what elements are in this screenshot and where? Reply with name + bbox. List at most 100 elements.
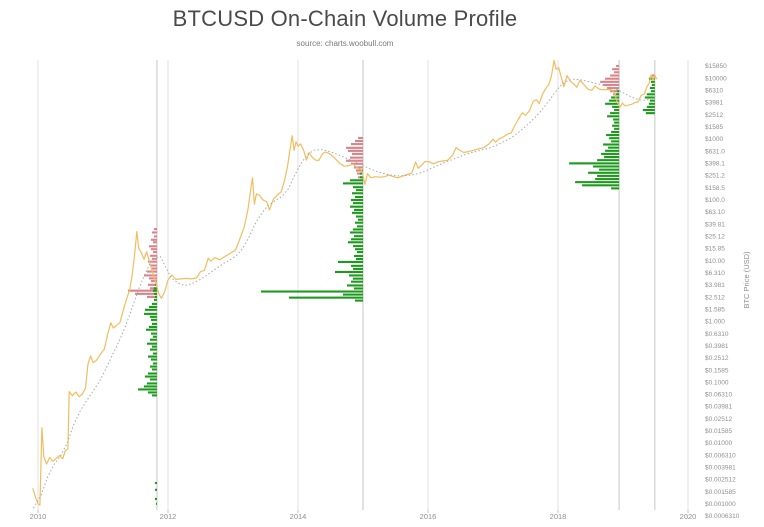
buy-volume-bar [144, 375, 157, 378]
y-tick-label: $0.002512 [705, 477, 736, 484]
sell-volume-bar [616, 64, 620, 68]
sell-volume-bar [356, 169, 363, 172]
buy-volume-bar [151, 368, 157, 371]
buy-volume-bar [150, 318, 157, 321]
y-tick-label: $1.000 [705, 319, 725, 326]
buy-volume-bar [611, 187, 620, 190]
buy-volume-bar [575, 181, 620, 184]
sell-volume-bar [127, 289, 157, 292]
y-tick-label: $0.003981 [705, 465, 736, 472]
buy-volume-bar [642, 108, 655, 112]
y-tick-label: $100.0 [705, 197, 725, 204]
y-tick-label: $398.1 [705, 160, 725, 167]
sell-volume-bar [352, 152, 363, 155]
buy-volume-bar [582, 184, 620, 187]
x-tick-label: 2012 [160, 512, 177, 521]
buy-volume-bar [616, 93, 620, 96]
y-tick-label: $1.585 [705, 306, 725, 313]
y-tick-label: $15850 [705, 63, 727, 70]
buy-volume-bar [649, 99, 655, 102]
buy-volume-bar [588, 171, 620, 174]
buy-volume-bar [148, 305, 157, 308]
sell-volume-bar [612, 68, 620, 71]
buy-volume-bar [604, 156, 620, 159]
sell-volume-bar [610, 74, 620, 77]
sell-volume-bar [651, 74, 655, 77]
buy-volume-bar [154, 497, 157, 501]
buy-volume-bar [595, 178, 620, 181]
y-tick-label: $10000 [705, 75, 727, 82]
buy-volume-bar [145, 328, 157, 331]
sell-volume-bar [354, 166, 363, 169]
buy-volume-bar [353, 186, 363, 189]
sell-volume-bar [153, 235, 157, 238]
buy-volume-bar [613, 118, 620, 121]
buy-volume-bar [605, 149, 620, 152]
y-tick-label: $251.2 [705, 173, 725, 180]
chart-header: BTCUSD On-Chain Volume Profile source: c… [0, 6, 690, 48]
y-tick-label: $0.03981 [705, 404, 732, 411]
buy-volume-bar [605, 102, 620, 105]
sell-volume-bar [134, 292, 157, 295]
y-tick-label: $0.02512 [705, 416, 732, 423]
buy-volume-bar [355, 221, 363, 224]
y-tick-label: $0.3981 [705, 343, 729, 350]
buy-volume-bar [154, 488, 157, 491]
sell-volume-bar [148, 245, 157, 248]
buy-volume-bar [343, 293, 363, 296]
buy-volume-bar [149, 315, 157, 318]
sell-volume-bar [150, 280, 157, 283]
sell-volume-bar [151, 231, 157, 234]
gridlines [37, 60, 689, 513]
y-tick-label: $0.006310 [705, 452, 736, 459]
buy-volume-bar [261, 290, 363, 293]
buy-volume-bar [351, 238, 363, 241]
buy-volume-bar [148, 325, 157, 329]
cycle-2-profile [261, 136, 363, 302]
buy-volume-bar [597, 174, 620, 177]
sell-volume-bar [600, 80, 620, 83]
y-tick-label: $3981 [705, 100, 723, 107]
buy-volume-bar [612, 124, 620, 127]
buy-volume-bar [137, 388, 157, 391]
buy-volume-bar [352, 192, 363, 195]
buy-volume-bar [608, 146, 620, 149]
buy-volume-bar [609, 99, 620, 102]
buy-volume-bar [354, 254, 363, 258]
y-tick-label: $2512 [705, 112, 723, 119]
buy-volume-bar [355, 195, 363, 199]
buy-volume-bar [646, 93, 655, 96]
y-tick-label: $3.981 [705, 282, 725, 289]
sell-volume-bar [351, 143, 363, 146]
y-tick-label: $1585 [705, 124, 723, 131]
buy-volume-bar [146, 342, 157, 345]
x-axis-labels: 2010 2012 2014 2016 2018 2020 [30, 512, 697, 521]
buy-volume-bar [149, 365, 157, 368]
buy-volume-bar [607, 115, 620, 118]
buy-volume-bar [151, 302, 157, 305]
buy-volume-bar [149, 348, 157, 351]
y-tick-label: $10.00 [705, 258, 725, 265]
sell-volume-bar [350, 156, 363, 159]
buy-volume-bar [349, 274, 363, 277]
y-tick-label: $0.1000 [705, 379, 729, 386]
y-tick-label: $1000 [705, 136, 723, 143]
buy-volume-bar [651, 83, 655, 86]
buy-volume-bar [646, 105, 655, 108]
buy-volume-bar [343, 182, 363, 185]
buy-volume-bar [350, 231, 363, 234]
sell-volume-bar [348, 149, 363, 152]
sell-volume-bar [150, 238, 157, 241]
buy-volume-bar [354, 287, 363, 290]
x-tick-label: 2018 [550, 512, 567, 521]
buy-volume-bar [144, 308, 157, 311]
y-axis-title: BTC Price (USD) [742, 251, 751, 309]
buy-volume-bar [614, 108, 620, 112]
y-tick-label: $25.12 [705, 233, 725, 240]
buy-volume-bar [614, 121, 620, 124]
buy-volume-bar [338, 260, 363, 263]
buy-volume-bar [152, 289, 157, 292]
buy-volume-bar [606, 134, 620, 137]
